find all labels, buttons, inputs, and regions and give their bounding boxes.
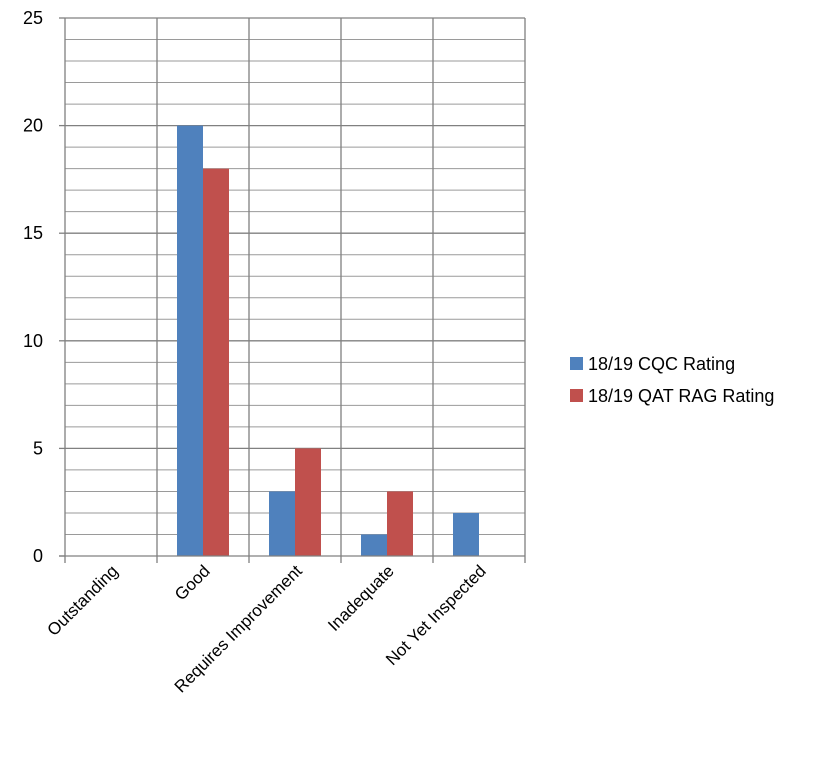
bar	[361, 534, 387, 556]
bar	[387, 491, 413, 556]
x-category-label: Not Yet Inspected	[382, 561, 490, 669]
bars	[177, 125, 479, 556]
bar	[177, 125, 203, 556]
legend-label: 18/19 QAT RAG Rating	[588, 386, 774, 406]
y-tick-label: 15	[23, 223, 43, 243]
y-tick-label: 5	[33, 438, 43, 458]
y-tick-label: 0	[33, 546, 43, 566]
y-tick-label: 10	[23, 331, 43, 351]
y-tick-label: 20	[23, 116, 43, 136]
x-category-label: Inadequate	[324, 561, 398, 635]
bar	[269, 491, 295, 556]
gridlines	[65, 17, 526, 556]
x-category-label: Outstanding	[44, 561, 122, 639]
x-category-label: Good	[171, 561, 214, 604]
y-tick-label: 25	[23, 8, 43, 28]
legend-swatch	[570, 357, 583, 370]
bar	[295, 448, 321, 556]
legend-swatch	[570, 389, 583, 402]
legend-label: 18/19 CQC Rating	[588, 354, 735, 374]
bar	[453, 512, 479, 556]
legend: 18/19 CQC Rating 18/19 QAT RAG Rating	[570, 354, 774, 406]
bar	[203, 168, 229, 556]
